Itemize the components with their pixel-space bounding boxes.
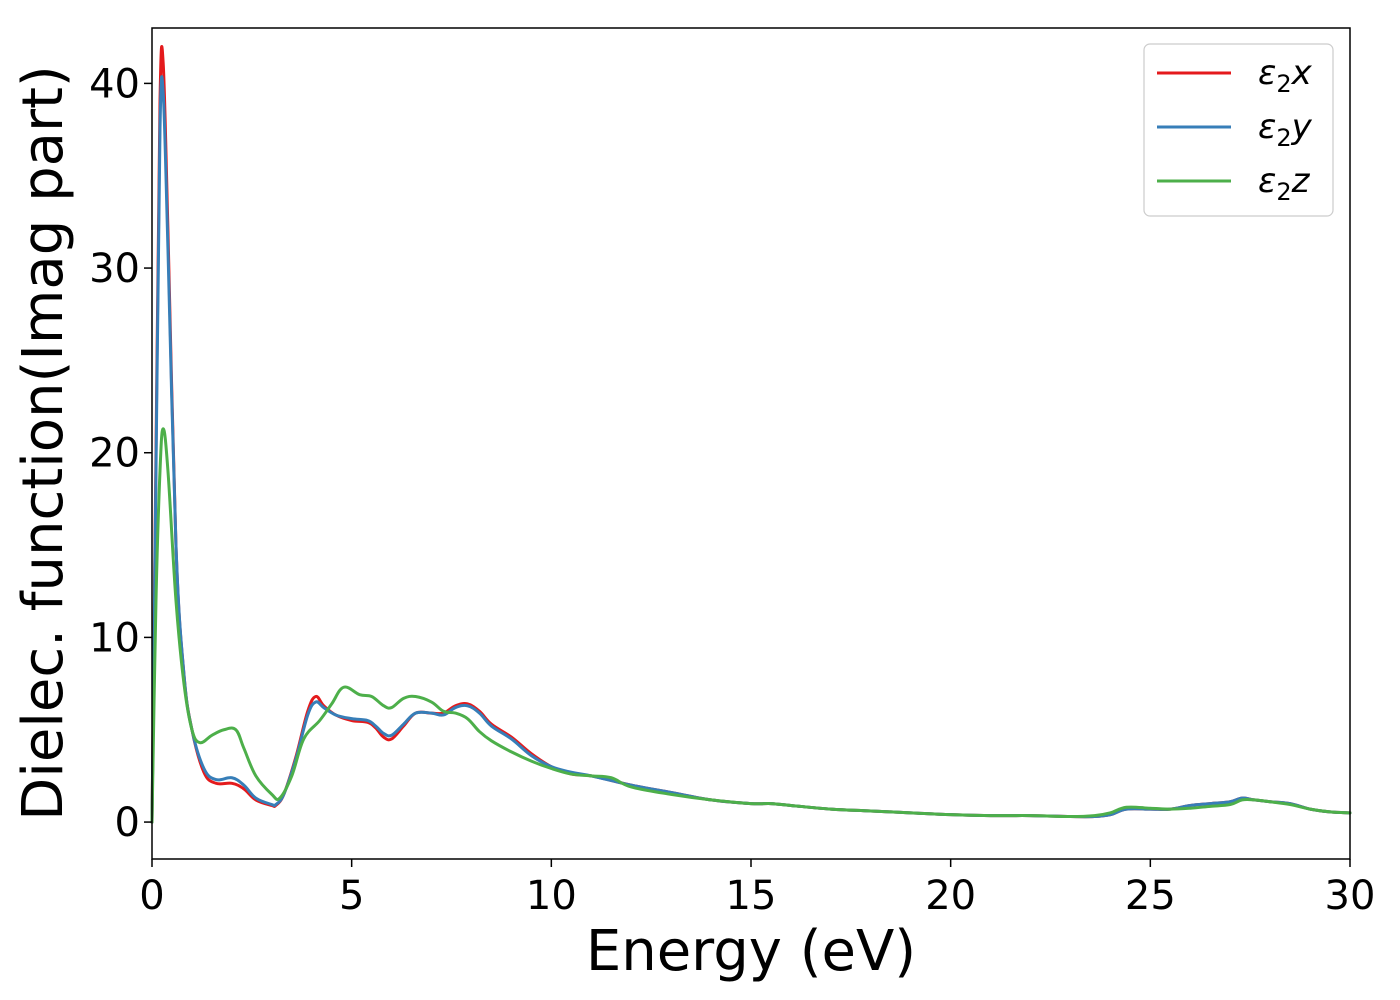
x-axis-ticks: 0 5 10 15 20 25 30: [139, 859, 1375, 919]
legend-label-z: ε2z: [1258, 161, 1311, 206]
y-axis-label: Dielec. function(Imag part): [11, 65, 76, 821]
series-line-z: [150, 427, 1352, 824]
x-tick-label: 5: [339, 873, 364, 919]
x-tick-label: 25: [1125, 873, 1176, 919]
legend: ε2x ε2y ε2z: [1143, 43, 1334, 217]
legend-label-y: ε2y: [1258, 107, 1313, 152]
x-tick-label: 20: [925, 873, 976, 919]
x-axis-label: Energy (eV): [586, 919, 916, 984]
y-tick-label: 0: [115, 800, 140, 846]
x-tick-label: 15: [726, 873, 777, 919]
y-tick-label: 30: [89, 246, 140, 292]
y-tick-label: 10: [89, 615, 140, 661]
x-tick-label: 10: [526, 873, 577, 919]
y-axis-ticks: 0 10 20 30 40: [89, 61, 152, 846]
legend-box: [1143, 43, 1334, 217]
legend-label-x: ε2x: [1258, 53, 1313, 98]
series-layer: [150, 45, 1352, 824]
y-tick-label: 20: [89, 431, 140, 477]
x-tick-label: 0: [139, 873, 164, 919]
y-tick-label: 40: [89, 61, 140, 107]
series-line-y: [150, 75, 1352, 824]
x-tick-label: 30: [1325, 873, 1376, 919]
